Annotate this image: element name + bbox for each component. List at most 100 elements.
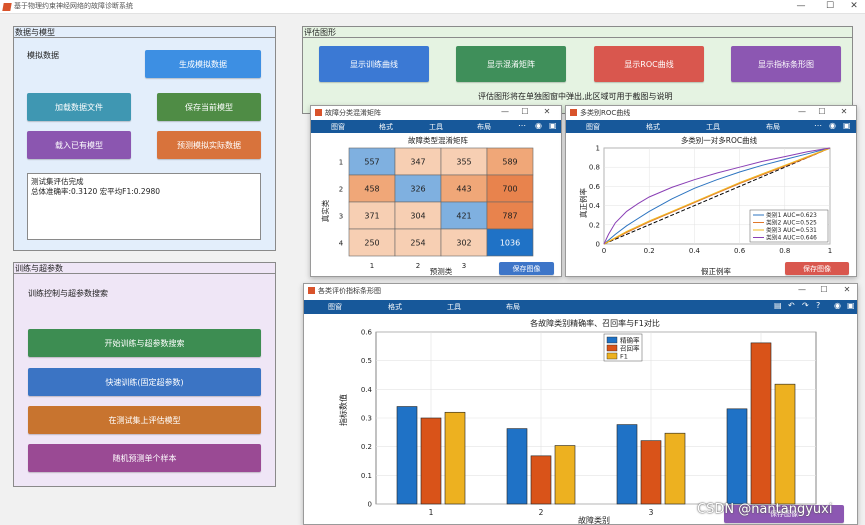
show-confusion-button[interactable]: 显示混淆矩阵 bbox=[456, 46, 566, 82]
menu-item[interactable]: 图窗 bbox=[328, 303, 342, 311]
start-training-button[interactable]: 开始训练与超参数搜索 bbox=[28, 329, 261, 357]
y-tick-label: 1 bbox=[596, 145, 600, 153]
menu-item[interactable]: 格式 bbox=[379, 123, 393, 131]
menu-item[interactable]: 布局 bbox=[506, 303, 520, 311]
minimize-icon[interactable]: — bbox=[798, 285, 806, 294]
window-title: 基于物理约束神经网络的故障诊断系统 bbox=[14, 2, 133, 10]
matrix-cell-value: 421 bbox=[456, 212, 471, 221]
dock-icon[interactable]: ◉ bbox=[834, 301, 841, 310]
predict-real-button[interactable]: 预测模拟实际数据 bbox=[157, 131, 261, 159]
panel-divider bbox=[14, 273, 275, 274]
matlab-app-icon bbox=[2, 3, 12, 11]
save-model-button[interactable]: 保存当前模型 bbox=[157, 93, 261, 121]
close-icon[interactable]: ✕ bbox=[543, 107, 551, 116]
legend-entry: 类别1 AUC=0.623 bbox=[766, 211, 817, 219]
menu-item[interactable]: 工具 bbox=[447, 303, 461, 311]
matrix-cell bbox=[348, 228, 396, 257]
evaluate-test-button[interactable]: 在测试集上评估模型 bbox=[28, 406, 261, 434]
y-axis-label: 指标数值 bbox=[338, 394, 348, 426]
more-icon[interactable]: ⋯ bbox=[518, 121, 526, 130]
metrics-bar-window: 各类评价指标条形图 — ☐ ✕ 图窗 格式 工具 布局 ▤ ↶ ↷ ? ◉ ▣ … bbox=[303, 283, 858, 525]
redo-icon[interactable]: ↷ bbox=[802, 301, 809, 310]
roc-series-line bbox=[603, 147, 831, 245]
menu-item[interactable]: 工具 bbox=[706, 123, 720, 131]
matrix-cell-value: 250 bbox=[364, 239, 379, 248]
undock-icon[interactable]: ▣ bbox=[549, 121, 557, 130]
bar bbox=[750, 342, 772, 505]
bar bbox=[640, 440, 662, 505]
log-textarea[interactable]: 测试集评估完成 总体准确率:0.3120 宏平均F1:0.2980 bbox=[27, 173, 261, 240]
matrix-cell-value: 355 bbox=[456, 158, 471, 167]
menu-item[interactable]: 布局 bbox=[477, 123, 491, 131]
dock-icon[interactable]: ◉ bbox=[535, 121, 542, 130]
menu-item[interactable]: 工具 bbox=[429, 123, 443, 131]
close-icon[interactable]: ✕ bbox=[850, 1, 858, 11]
load-model-button[interactable]: 载入已有模型 bbox=[27, 131, 131, 159]
x-tick-label: 1 bbox=[429, 508, 434, 517]
quick-train-button[interactable]: 快速训练(固定超参数) bbox=[28, 368, 261, 396]
training-subtitle: 训练控制与超参数搜索 bbox=[28, 289, 108, 298]
roc-series-line bbox=[603, 147, 831, 245]
maximize-icon[interactable]: ☐ bbox=[818, 107, 826, 116]
menu-item[interactable]: 布局 bbox=[766, 123, 780, 131]
menu-item[interactable]: 格式 bbox=[388, 303, 402, 311]
maximize-icon[interactable]: ☐ bbox=[521, 107, 529, 116]
x-tick-label: 0.2 bbox=[644, 247, 655, 255]
load-file-button[interactable]: 加载数据文件 bbox=[27, 93, 131, 121]
x-tick-label: 2 bbox=[416, 262, 420, 270]
maximize-icon[interactable]: ☐ bbox=[820, 285, 828, 294]
window-titlebar: 基于物理约束神经网络的故障诊断系统 — ☐ ✕ bbox=[0, 0, 865, 14]
show-metrics-bar-button[interactable]: 显示指标条形图 bbox=[731, 46, 841, 82]
undock-icon[interactable]: ▣ bbox=[843, 121, 851, 130]
legend-entry: F1 bbox=[620, 353, 628, 361]
show-training-curve-button[interactable]: 显示训练曲线 bbox=[319, 46, 429, 82]
matrix-cell-value: 787 bbox=[502, 212, 517, 221]
x-tick-label: 1 bbox=[370, 262, 374, 270]
matrix-cell bbox=[440, 147, 488, 176]
y-tick-label: 0.5 bbox=[361, 357, 372, 365]
minimize-icon[interactable]: — bbox=[798, 107, 806, 116]
dock-icon[interactable]: ◉ bbox=[829, 121, 836, 130]
save-image-button[interactable]: 保存图像 bbox=[724, 505, 844, 523]
figure-titlebar: 多类别ROC曲线 — ☐ ✕ bbox=[566, 106, 856, 120]
x-axis-label: 预测类 bbox=[430, 266, 453, 276]
close-icon[interactable]: ✕ bbox=[840, 107, 848, 116]
matrix-cell bbox=[394, 201, 442, 230]
legend-entry: 精确率 bbox=[620, 336, 640, 345]
save-image-button[interactable]: 保存图像 bbox=[499, 262, 554, 275]
matrix-cell-value: 302 bbox=[456, 239, 471, 248]
menu-item[interactable]: 格式 bbox=[646, 123, 660, 131]
random-predict-button[interactable]: 随机预测单个样本 bbox=[28, 444, 261, 472]
bar bbox=[554, 445, 576, 505]
x-axis-label: 假正例率 bbox=[701, 266, 731, 276]
close-icon[interactable]: ✕ bbox=[843, 285, 851, 294]
y-tick-label: 0.3 bbox=[361, 415, 372, 423]
undock-icon[interactable]: ▣ bbox=[847, 301, 855, 310]
figure-titlebar: 各类评价指标条形图 — ☐ ✕ bbox=[304, 284, 857, 298]
x-axis-label: 故障类别 bbox=[578, 515, 610, 525]
show-roc-button[interactable]: 显示ROC曲线 bbox=[594, 46, 704, 82]
maximize-icon[interactable]: ☐ bbox=[825, 1, 835, 11]
bar bbox=[444, 411, 466, 505]
bar bbox=[664, 432, 686, 505]
y-tick-label: 0.1 bbox=[361, 472, 372, 480]
save-icon[interactable]: ▤ bbox=[774, 301, 782, 310]
minimize-icon[interactable]: — bbox=[796, 1, 806, 11]
matrix-cell-value: 557 bbox=[364, 158, 379, 167]
minimize-icon[interactable]: — bbox=[501, 107, 509, 116]
undo-icon[interactable]: ↶ bbox=[788, 301, 795, 310]
more-icon[interactable]: ⋯ bbox=[814, 121, 822, 130]
matrix-cell bbox=[348, 147, 396, 176]
reference-diagonal bbox=[603, 147, 831, 245]
chart-title: 故障类型混淆矩阵 bbox=[408, 135, 468, 145]
matrix-cell-value: 700 bbox=[502, 185, 517, 194]
save-image-button[interactable]: 保存图像 bbox=[785, 262, 849, 275]
matrix-cell bbox=[348, 174, 396, 203]
generate-data-button[interactable]: 生成模拟数据 bbox=[145, 50, 261, 78]
matrix-cell bbox=[394, 228, 442, 257]
help-icon[interactable]: ? bbox=[816, 301, 821, 310]
menu-item[interactable]: 图窗 bbox=[586, 123, 600, 131]
legend-entry: 召回率 bbox=[620, 344, 640, 353]
menu-item[interactable]: 图窗 bbox=[331, 123, 345, 131]
matrix-cell-value: 589 bbox=[502, 158, 517, 167]
